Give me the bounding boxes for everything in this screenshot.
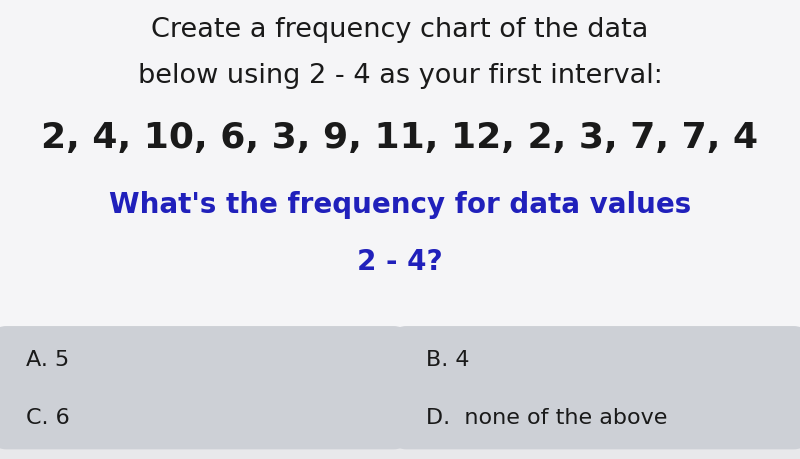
Text: B. 4: B. 4 [426,349,470,369]
FancyBboxPatch shape [0,0,800,334]
Text: Create a frequency chart of the data: Create a frequency chart of the data [151,17,649,43]
FancyBboxPatch shape [0,384,403,449]
Text: below using 2 - 4 as your first interval:: below using 2 - 4 as your first interval… [138,63,662,89]
FancyBboxPatch shape [397,326,800,392]
Text: 2, 4, 10, 6, 3, 9, 11, 12, 2, 3, 7, 7, 4: 2, 4, 10, 6, 3, 9, 11, 12, 2, 3, 7, 7, 4 [42,121,758,155]
Text: D.  none of the above: D. none of the above [426,407,668,427]
Text: A. 5: A. 5 [26,349,70,369]
Text: 2 - 4?: 2 - 4? [357,248,443,275]
FancyBboxPatch shape [397,384,800,449]
FancyBboxPatch shape [0,326,403,392]
Text: What's the frequency for data values: What's the frequency for data values [109,190,691,218]
Text: C. 6: C. 6 [26,407,70,427]
